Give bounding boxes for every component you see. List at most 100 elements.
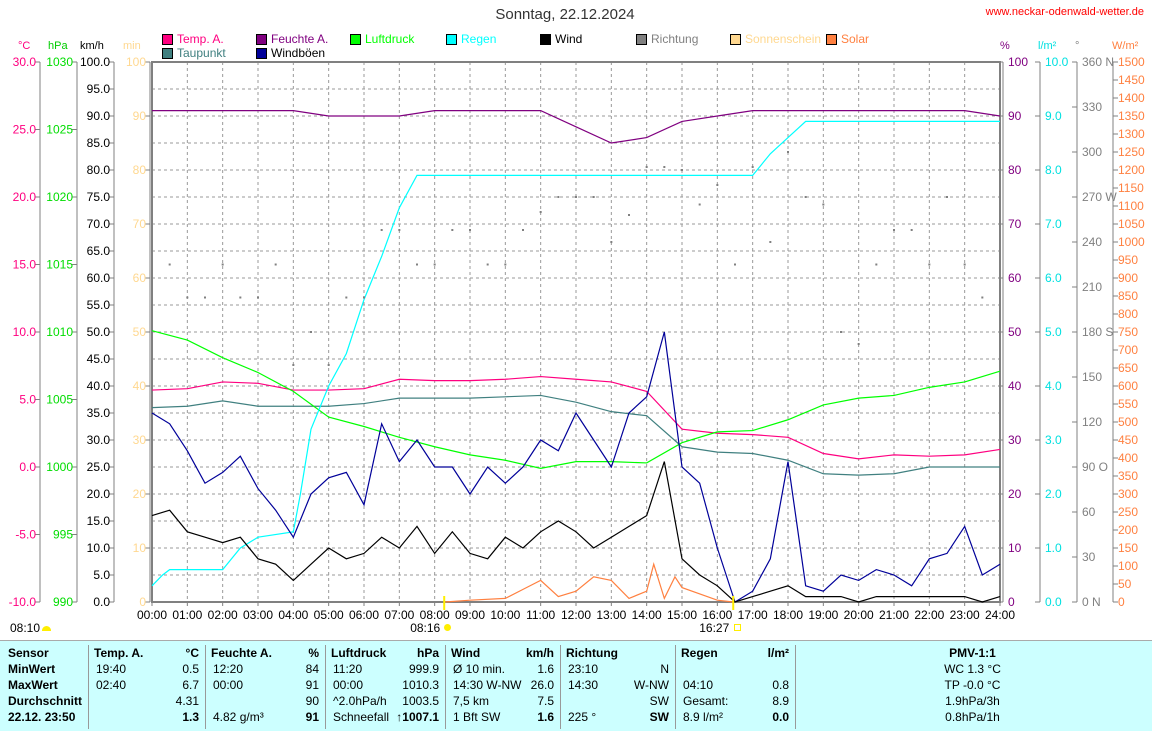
- time-tick-label: 07:00: [384, 608, 414, 622]
- humidity-cell-value: 90: [305, 694, 319, 708]
- pressure-cell-label: ^2.0hPa/h: [333, 694, 387, 708]
- legend-item: Taupunkt: [162, 46, 226, 60]
- legend-label: Wind: [555, 32, 583, 46]
- humidity-tick-label: 80: [1008, 163, 1022, 177]
- legend-item: Sonnenschein: [730, 32, 821, 46]
- pressure-tick-label: 990: [53, 595, 73, 609]
- direction-point: [734, 263, 736, 266]
- rain-cell-value: 0.8: [772, 678, 789, 692]
- legend-swatch: [446, 33, 457, 45]
- rain-tick-label: 9.0: [1045, 109, 1062, 123]
- solar-tick-label: 1050: [1118, 217, 1145, 231]
- wind-tick-label: 100.0: [80, 55, 110, 69]
- pmv-value: TP -0.0 °C: [944, 678, 1001, 692]
- direction-tick-label: 60: [1082, 505, 1096, 519]
- direction-point: [751, 166, 754, 168]
- direction-point: [469, 229, 471, 231]
- weather-chart: 30.025.020.015.010.05.00.0-5.0-10.010301…: [9, 55, 1145, 622]
- time-tick-label: 23:00: [950, 608, 980, 622]
- rain-tick-label: 1.0: [1045, 541, 1062, 555]
- humidity-tick-label: 50: [1008, 325, 1022, 339]
- direction-point: [857, 343, 860, 345]
- row-label: MinWert: [8, 662, 56, 676]
- column-header: Feuchte A.: [211, 646, 272, 660]
- temp-tick-label: 0.0: [19, 460, 36, 474]
- unit-label-wind: km/h: [80, 40, 104, 52]
- pmv-header: PMV-1:1: [949, 646, 996, 660]
- humidity-tick-label: 20: [1008, 487, 1022, 501]
- direction-point: [698, 203, 701, 206]
- legend-item: Richtung: [636, 32, 698, 46]
- moonrise-label: 08:10: [10, 621, 41, 635]
- legend-item: Windböen: [256, 46, 325, 60]
- temp-cell-label: 02:40: [96, 678, 127, 692]
- series-line-gust: [151, 331, 1001, 603]
- wind-tick-label: 20.0: [87, 487, 111, 501]
- time-tick-label: 02:00: [208, 608, 238, 622]
- direction-point: [893, 229, 895, 231]
- solar-tick-label: 450: [1118, 433, 1138, 447]
- unit-label-pressure: hPa: [48, 40, 68, 52]
- direction-point: [928, 263, 931, 266]
- direction-point: [663, 166, 666, 168]
- solar-tick-label: 1200: [1118, 163, 1145, 177]
- column-divider: [88, 645, 89, 729]
- wind-tick-label: 30.0: [87, 433, 111, 447]
- wind-cell-value: 1.6: [537, 710, 554, 724]
- direction-point: [769, 241, 772, 243]
- legend-label: Regen: [461, 32, 497, 46]
- rain-cell-label: 8.9 l/m²: [683, 710, 724, 724]
- direction-point: [910, 229, 913, 231]
- direction-point: [451, 229, 454, 231]
- legend-swatch: [540, 33, 551, 45]
- direction-point: [221, 263, 224, 266]
- sunset-label: 16:27: [699, 621, 730, 635]
- solar-tick-label: 400: [1118, 451, 1138, 465]
- direction-point: [504, 263, 507, 266]
- wind-tick-label: 70.0: [87, 217, 111, 231]
- solar-tick-label: 650: [1118, 361, 1138, 375]
- temp-cell-value: 1.3: [182, 710, 199, 724]
- humidity-cell-label: 4.82 g/m³: [213, 710, 264, 724]
- direction-cell-value: N: [660, 662, 669, 676]
- humidity-tick-label: 40: [1008, 379, 1022, 393]
- unit-label-direction: °: [1075, 40, 1080, 52]
- wind-cell-label: 7,5 km: [453, 694, 490, 708]
- direction-point: [946, 196, 948, 198]
- legend-item: Feuchte A.: [256, 32, 328, 46]
- solar-tick-label: 900: [1118, 271, 1138, 285]
- legend-swatch: [256, 47, 267, 59]
- temp-tick-label: 30.0: [13, 55, 37, 69]
- solar-tick-label: 700: [1118, 343, 1138, 357]
- pressure-tick-label: 1000: [46, 460, 73, 474]
- legend-swatch: [162, 47, 173, 59]
- direction-point: [380, 229, 383, 231]
- pressure-tick-label: 1025: [46, 123, 73, 137]
- solar-tick-label: 500: [1118, 415, 1138, 429]
- column-unit: hPa: [416, 646, 439, 660]
- moon-icon: [42, 626, 51, 631]
- legend-label: Richtung: [651, 32, 699, 46]
- solar-tick-label: 1000: [1118, 235, 1145, 249]
- wind-tick-label: 5.0: [93, 568, 110, 582]
- solar-tick-label: 0: [1118, 595, 1125, 609]
- time-tick-label: 12:00: [561, 608, 591, 622]
- website-link[interactable]: www.neckar-odenwald-wetter.de: [985, 6, 1144, 18]
- direction-point: [204, 296, 206, 299]
- direction-point: [840, 331, 842, 333]
- column-divider: [675, 645, 676, 729]
- direction-point: [257, 296, 259, 299]
- legend-label: Windböen: [271, 46, 326, 60]
- direction-point: [681, 169, 683, 171]
- rain-tick-label: 5.0: [1045, 325, 1062, 339]
- unit-label-temp: °C: [18, 40, 31, 52]
- wind-tick-label: 75.0: [87, 190, 111, 204]
- pressure-cell-label: 11:20: [333, 662, 363, 676]
- column-divider: [205, 645, 206, 729]
- column-divider: [560, 645, 561, 729]
- rain-cell-value: 0.0: [772, 710, 789, 724]
- wind-tick-label: 60.0: [87, 271, 111, 285]
- direction-point: [575, 196, 577, 198]
- solar-tick-label: 200: [1118, 523, 1138, 537]
- pressure-cell-label: Schneefall: [333, 710, 390, 724]
